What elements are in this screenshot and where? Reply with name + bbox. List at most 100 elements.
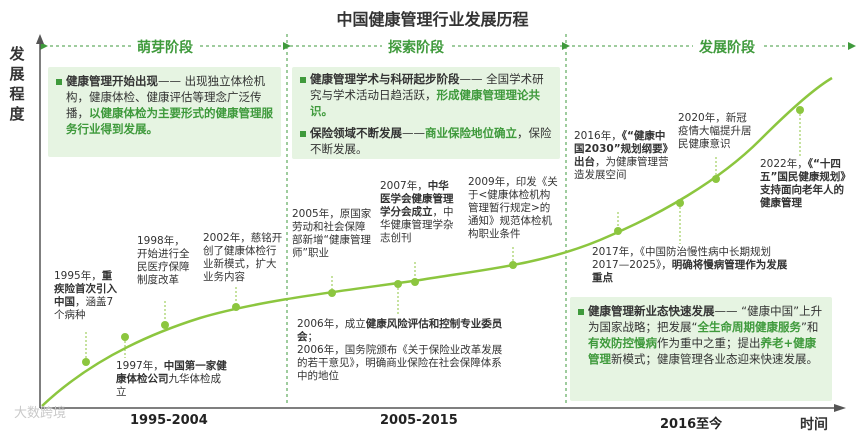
develop-plain-3: 作为重中之重；提出 — [657, 336, 761, 350]
page-title: 中国健康管理行业发展历程 — [336, 10, 529, 29]
event-2020-year: 2020年， — [678, 112, 726, 124]
event-1995-plain: ，涵盖7个病种 — [54, 296, 114, 321]
event-2007-bold: 中华医学会健康管理学分会成立 — [380, 180, 454, 218]
event-2017: 2017年，《中国防治慢性病中长期规划2017—2025》，明确将慢病管理作为发… — [592, 246, 792, 285]
event-1998-year: 1998年， — [137, 235, 185, 247]
stage-box-sprout: 健康管理开始出现—— 出现独立体检机构，健康体检、健康评估等理念广泛传播，以健康… — [48, 67, 281, 157]
stage-box-develop-item: 健康管理新业态快速发展—— “健康中国”上升为国家战略；把发展“全生命周期健康服… — [578, 303, 824, 367]
explore-1-bold: 健康管理学术与科研起步阶段 — [310, 72, 460, 86]
bullet-icon — [578, 309, 584, 315]
sprout-plain: —— 出现独立体检机构，健康体检、健康评估等理念广泛传播， — [66, 74, 266, 120]
stage-name-explore: 探索阶段 — [382, 37, 450, 57]
explore-2-green: 商业保险地位确立 — [425, 126, 517, 140]
event-2007-year: 2007年， — [380, 180, 428, 192]
bullet-icon — [56, 79, 62, 85]
point-1998 — [161, 321, 169, 329]
event-2002: 2002年，慈铭开创了健康体检行业新模式，扩大业务内容 — [203, 232, 283, 284]
x-axis-arrow — [834, 404, 846, 412]
event-2017-bold: 明确将慢病管理作为发展重点 — [592, 259, 788, 284]
y-axis-arrow — [36, 34, 44, 44]
event-2006b-year: 2006年， — [297, 344, 345, 356]
point-2020 — [712, 175, 720, 183]
event-2022-year: 2022年， — [760, 158, 808, 170]
stage-box-sprout-item: 健康管理开始出现—— 出现独立体检机构，健康体检、健康评估等理念广泛传播，以健康… — [56, 73, 273, 137]
explore-2-bold: 保险领域不断发展 — [310, 126, 402, 140]
event-2005: 2005年，原国家劳动和社会保障部新增“健康管理师”职业 — [292, 208, 374, 260]
event-2022: 2022年，《“十四五”国民健康规划》支持面向老年人的健康管理 — [760, 158, 852, 210]
event-2006a-year: 2006年， — [297, 318, 345, 330]
period-2005-2015: 2005-2015 — [380, 413, 458, 428]
stage-box-develop: 健康管理新业态快速发展—— “健康中国”上升为国家战略；把发展“全生命周期健康服… — [570, 297, 832, 401]
stage-box-explore-item-1: 健康管理学术与科研起步阶段—— 全国学术研究与学术活动日趋活跃，形成健康管理理论… — [300, 71, 552, 119]
x-axis-label: 时间 — [800, 417, 828, 433]
event-2009-year: 2009年， — [468, 176, 516, 188]
stage-marker-mid1 — [283, 42, 291, 50]
event-2017-year: 2017年， — [592, 246, 640, 258]
event-2005-year: 2005年， — [292, 208, 340, 220]
explore-2-dash: —— — [402, 126, 425, 140]
event-2005-plain: 原国家劳动和社会保障部新增“健康管理师”职业 — [292, 208, 372, 259]
explore-1-plain: —— 全国学术研究与学术活动日趋活跃， — [310, 72, 544, 102]
sprout-bold: 健康管理开始出现 — [66, 74, 158, 88]
event-1998-plain: 开始进行全民医疗保障制度改革 — [137, 248, 190, 286]
event-2006a-plain: ； — [307, 331, 319, 343]
develop-plain-4: 新模式；健康管理各业态迎来快速发展。 — [611, 352, 818, 366]
point-2002 — [232, 303, 240, 311]
event-2002-year: 2002年， — [203, 232, 251, 244]
event-1998: 1998年，开始进行全民医疗保障制度改革 — [137, 235, 193, 287]
event-2017-plain: 《中国防治慢性病中长期规划2017—2025》， — [592, 246, 771, 271]
event-2022-bold: 《“十四五”国民健康规划》支持面向老年人的健康管理 — [760, 158, 851, 209]
develop-green-2: 有效防控慢病 — [588, 336, 657, 350]
point-2016 — [614, 227, 622, 235]
bullet-icon — [300, 131, 306, 137]
develop-green-3: 养老+健康管理 — [588, 336, 817, 366]
event-2020-plain: 新冠疫情大幅提升居民健康意识 — [678, 112, 752, 150]
sprout-green: 以健康体检为主要形式的健康管理服务行业得到发展。 — [66, 106, 273, 136]
event-2007: 2007年，中华医学会健康管理学分会成立，中华健康管理学杂志创刊 — [380, 180, 458, 245]
explore-1-green: 形成健康管理理论共识。 — [310, 88, 540, 118]
event-2006a-pre: 成立 — [344, 318, 366, 330]
y-axis-label: 发展程度 — [9, 45, 25, 123]
event-1997: 1997年，中国第一家健康体检公司九华体检成立 — [116, 360, 228, 399]
point-2017 — [676, 199, 684, 207]
stage-name-develop: 发展阶段 — [693, 37, 761, 57]
event-2020: 2020年，新冠疫情大幅提升居民健康意识 — [678, 112, 756, 151]
stage-name-sprout: 萌芽阶段 — [131, 37, 199, 57]
event-2016-plain: ，为健康管理营造发展空间 — [574, 156, 669, 181]
develop-green-1: 全生命周期健康服务 — [697, 320, 801, 334]
stage-box-explore: 健康管理学术与科研起步阶段—— 全国学术研究与学术活动日趋活跃，形成健康管理理论… — [292, 67, 560, 159]
stage-marker-mid2 — [562, 42, 570, 50]
event-1995-bold: 重疾险首次引入中国 — [54, 270, 117, 308]
event-2002-plain: 慈铭开创了健康体检行业新模式，扩大业务内容 — [203, 232, 283, 283]
point-2009 — [509, 261, 517, 269]
point-1997 — [121, 333, 129, 341]
point-2007 — [411, 278, 419, 286]
develop-plain-2: ”和 — [800, 320, 819, 334]
develop-plain-1: —— “健康中国”上升为国家战略；把发展“ — [588, 304, 823, 334]
explore-2-plain: ，保险不断发展。 — [310, 126, 552, 156]
event-2016-year: 2016年， — [574, 130, 622, 142]
event-1997-year: 1997年， — [116, 360, 164, 372]
event-1997-bold: 中国第一家健康体检公司 — [116, 360, 227, 385]
stage-marker-right — [848, 42, 856, 50]
event-2009-plain: 印发《关于<健康体检机构管理暂行规定>的通知》规范体检机构职业条件 — [468, 176, 558, 240]
period-1995-2004: 1995-2004 — [130, 413, 208, 428]
event-2009: 2009年，印发《关于<健康体检机构管理暂行规定>的通知》规范体检机构职业条件 — [468, 176, 560, 241]
event-1995: 1995年，重疾险首次引入中国，涵盖7个病种 — [54, 270, 120, 322]
period-2016-now: 2016至今 — [660, 417, 723, 432]
event-2006a-bold: 健康风险评估和控制专业委员会 — [297, 318, 503, 343]
bullet-icon — [300, 77, 306, 83]
growth-curve — [41, 76, 833, 407]
point-2005 — [328, 289, 336, 297]
point-2006 — [394, 280, 402, 288]
develop-bold: 健康管理新业态快速发展 — [588, 304, 715, 318]
stage-box-explore-item-2: 保险领域不断发展——商业保险地位确立，保险不断发展。 — [300, 125, 552, 157]
event-2016-bold: 《“健康中国2030”规划纲要》出台 — [574, 130, 668, 168]
event-2016: 2016年，《“健康中国2030”规划纲要》出台，为健康管理营造发展空间 — [574, 130, 670, 182]
event-1995-year: 1995年， — [54, 270, 102, 282]
event-2006: 2006年，成立健康风险评估和控制专业委员会； 2006年，国务院颁布《关于保险… — [297, 318, 503, 383]
event-2006b-plain: 国务院颁布《关于保险业改革发展的若干意见》，明确商业保险在社会保障体系中的地位 — [297, 344, 503, 382]
point-1995 — [82, 358, 90, 366]
point-2022 — [796, 106, 804, 114]
